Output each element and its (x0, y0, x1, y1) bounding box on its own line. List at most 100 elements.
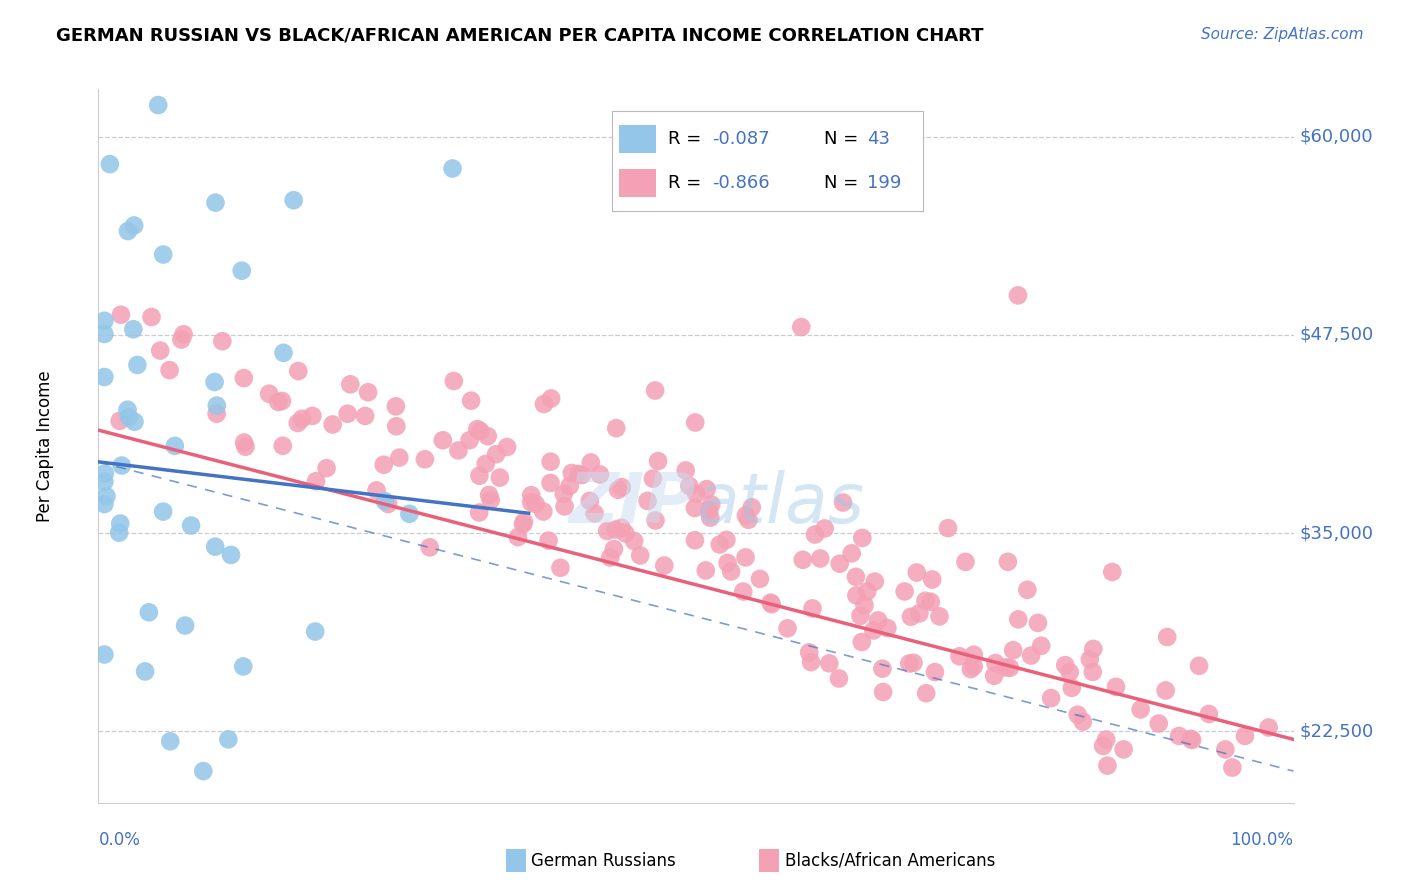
Point (804, 527, 827, 541)
Point (921, 573, 943, 587)
Point (1026, 615, 1049, 630)
Point (716, 533, 738, 547)
Text: $22,500: $22,500 (1299, 723, 1374, 740)
Text: Blacks/African Americans: Blacks/African Americans (785, 852, 995, 870)
Point (734, 550, 756, 565)
Point (496, 440, 519, 454)
Point (1007, 288, 1029, 302)
Point (110, 516, 132, 531)
Point (761, 597, 783, 611)
Point (398, 507, 420, 521)
Point (1078, 652, 1101, 666)
Point (205, 399, 228, 413)
Text: 43: 43 (868, 129, 890, 147)
Point (93, 370, 115, 384)
Text: R =: R = (668, 129, 702, 147)
Point (540, 392, 562, 406)
Point (808, 551, 831, 566)
Point (1060, 681, 1083, 695)
Point (554, 500, 576, 514)
Point (872, 662, 894, 676)
Point (520, 495, 543, 509)
Point (1112, 742, 1135, 756)
Point (868, 614, 890, 628)
Point (267, 395, 290, 409)
Point (1017, 582, 1039, 597)
Point (959, 662, 981, 676)
Point (385, 400, 408, 414)
Point (1101, 565, 1123, 579)
Point (204, 195, 226, 210)
Point (1040, 691, 1063, 706)
Point (998, 661, 1021, 675)
Point (93, 648, 115, 662)
Point (832, 495, 855, 509)
Point (458, 433, 481, 447)
Point (1007, 612, 1029, 626)
Point (828, 672, 851, 686)
Point (759, 596, 782, 610)
Point (984, 656, 1007, 670)
Point (734, 508, 756, 523)
Point (647, 454, 669, 468)
Point (257, 386, 280, 401)
Point (641, 472, 664, 486)
Point (152, 505, 174, 519)
Point (1083, 641, 1105, 656)
Point (814, 521, 837, 535)
Point (1097, 758, 1119, 772)
Point (845, 570, 868, 584)
Point (1168, 729, 1191, 743)
Point (301, 409, 323, 423)
Point (955, 555, 977, 569)
Point (1156, 630, 1178, 644)
Point (963, 659, 986, 673)
Point (905, 566, 928, 580)
Point (683, 416, 706, 430)
Point (93, 314, 115, 328)
Text: N =: N = (824, 174, 858, 192)
Point (524, 497, 547, 511)
Point (652, 558, 675, 573)
Point (271, 393, 294, 408)
Point (180, 518, 202, 533)
Point (111, 458, 134, 473)
Point (205, 407, 228, 421)
Point (801, 601, 824, 615)
Point (845, 588, 868, 602)
Point (550, 560, 572, 574)
Text: N =: N = (824, 129, 858, 147)
FancyBboxPatch shape (619, 125, 655, 153)
Point (749, 572, 772, 586)
Point (685, 487, 707, 501)
Text: 100.0%: 100.0% (1230, 831, 1294, 849)
Point (219, 548, 242, 562)
Point (1147, 716, 1170, 731)
Point (305, 474, 328, 488)
Point (828, 557, 851, 571)
Point (1054, 658, 1077, 673)
Point (644, 384, 666, 398)
Text: German Russians: German Russians (531, 852, 676, 870)
Point (1095, 732, 1118, 747)
Point (995, 660, 1018, 674)
Point (385, 419, 408, 434)
Point (315, 461, 337, 475)
Point (122, 322, 145, 336)
Point (695, 564, 717, 578)
Point (336, 407, 359, 421)
Point (678, 479, 700, 493)
Point (908, 607, 931, 621)
Point (170, 333, 193, 347)
Point (173, 327, 195, 342)
Point (217, 732, 239, 747)
Point (741, 500, 763, 515)
Point (134, 665, 156, 679)
Point (903, 656, 925, 670)
Point (579, 494, 602, 508)
Point (599, 550, 621, 565)
Point (558, 479, 581, 493)
Text: -0.866: -0.866 (711, 174, 769, 192)
Point (596, 524, 619, 538)
Point (716, 556, 738, 570)
